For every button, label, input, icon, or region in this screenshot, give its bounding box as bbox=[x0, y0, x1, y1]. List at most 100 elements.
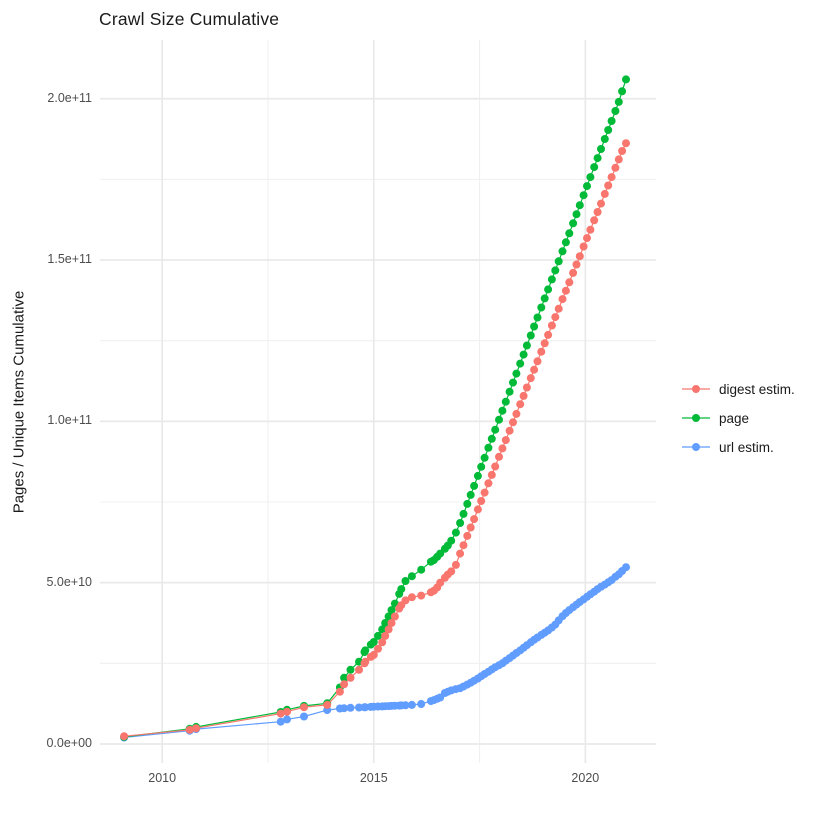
data-point-digest-estim bbox=[544, 330, 553, 339]
data-point-digest-estim bbox=[480, 488, 489, 497]
data-point-digest-estim bbox=[569, 268, 578, 277]
data-point-digest-estim bbox=[340, 680, 349, 689]
data-point-page bbox=[473, 471, 482, 480]
data-point-page bbox=[554, 257, 563, 266]
data-point-digest-estim bbox=[547, 321, 556, 330]
legend-label: url estim. bbox=[719, 439, 774, 455]
data-point-digest-estim bbox=[487, 470, 496, 479]
data-point-page bbox=[583, 182, 591, 191]
data-point-digest-estim bbox=[407, 593, 416, 602]
data-point-digest-estim bbox=[607, 173, 616, 182]
data-point-page bbox=[569, 219, 578, 228]
data-point-page bbox=[516, 359, 525, 368]
data-point-page bbox=[544, 285, 553, 294]
data-point-page bbox=[491, 425, 500, 434]
y-tick-label: 2.0e+11 bbox=[47, 90, 92, 105]
data-point-digest-estim bbox=[451, 560, 460, 569]
data-point-digest-estim bbox=[283, 707, 291, 716]
data-point-digest-estim bbox=[611, 163, 620, 172]
data-point-digest-estim bbox=[335, 687, 344, 696]
data-point-page bbox=[586, 173, 595, 182]
data-point-digest-estim bbox=[586, 225, 595, 234]
data-point-digest-estim bbox=[540, 339, 549, 348]
data-point-page bbox=[340, 673, 349, 682]
data-point-page bbox=[551, 266, 560, 275]
data-point-page bbox=[590, 163, 599, 172]
data-point-digest-estim bbox=[579, 242, 588, 251]
data-point-digest-estim bbox=[300, 703, 308, 712]
data-point-page bbox=[622, 75, 630, 84]
data-point-page bbox=[401, 577, 410, 585]
data-point-digest-estim bbox=[530, 365, 539, 374]
data-point-digest-estim bbox=[565, 278, 574, 287]
x-tick-label: 2010 bbox=[148, 771, 177, 785]
data-point-url-estim bbox=[346, 703, 355, 712]
data-point-digest-estim bbox=[387, 619, 396, 627]
data-point-digest-estim bbox=[390, 612, 399, 621]
data-point-digest-estim bbox=[622, 139, 630, 148]
data-point-digest-estim bbox=[505, 426, 514, 435]
data-point-page bbox=[451, 528, 460, 537]
data-point-digest-estim bbox=[526, 374, 535, 383]
data-point-digest-estim bbox=[554, 304, 563, 313]
data-point-page bbox=[407, 572, 416, 581]
data-point-page bbox=[614, 97, 623, 106]
y-axis-title-wrap: Pages / Unique Items Cumulative bbox=[4, 40, 34, 763]
data-point-page bbox=[540, 294, 549, 303]
data-point-digest-estim bbox=[537, 347, 546, 356]
legend-key-icon bbox=[682, 443, 710, 451]
legend-item-digest-estim: digest estim. bbox=[681, 379, 795, 399]
data-point-page bbox=[604, 126, 613, 134]
data-point-digest-estim bbox=[192, 724, 201, 733]
data-point-digest-estim bbox=[473, 505, 482, 514]
data-point-digest-estim bbox=[456, 549, 465, 558]
data-point-page bbox=[565, 229, 574, 238]
data-point-page bbox=[466, 490, 475, 499]
data-point-page bbox=[387, 606, 396, 615]
data-point-url-estim bbox=[300, 712, 308, 721]
data-point-page bbox=[495, 415, 503, 424]
data-point-digest-estim bbox=[369, 650, 378, 659]
data-point-digest-estim bbox=[572, 260, 581, 269]
data-point-page bbox=[477, 462, 486, 471]
data-point-page bbox=[558, 247, 567, 256]
data-point-digest-estim bbox=[447, 567, 456, 576]
data-point-page bbox=[547, 275, 556, 284]
data-point-page bbox=[572, 210, 581, 219]
data-point-page bbox=[484, 443, 493, 452]
data-point-digest-estim bbox=[346, 673, 355, 682]
legend-key-icon bbox=[682, 414, 710, 422]
chart-title: Crawl Size Cumulative bbox=[99, 9, 280, 29]
data-point-digest-estim bbox=[614, 155, 623, 164]
data-point-page bbox=[501, 397, 510, 406]
data-point-page bbox=[487, 434, 496, 443]
data-point-digest-estim bbox=[470, 515, 479, 524]
data-point-page bbox=[618, 87, 627, 96]
data-point-page bbox=[512, 369, 521, 378]
data-point-page bbox=[593, 154, 602, 163]
data-point-digest-estim bbox=[120, 732, 129, 741]
data-point-digest-estim bbox=[361, 657, 370, 666]
data-point-page bbox=[369, 638, 378, 646]
x-tick-label: 2015 bbox=[359, 771, 388, 785]
data-point-page bbox=[530, 322, 539, 331]
data-point-digest-estim bbox=[185, 725, 194, 734]
data-point-digest-estim bbox=[590, 216, 599, 225]
data-point-page bbox=[417, 565, 426, 574]
y-tick-label: 1.0e+11 bbox=[47, 413, 92, 428]
data-point-digest-estim bbox=[417, 591, 426, 600]
data-point-digest-estim bbox=[374, 644, 382, 653]
data-point-page bbox=[346, 665, 355, 674]
data-point-digest-estim bbox=[575, 252, 584, 261]
data-point-digest-estim bbox=[600, 189, 609, 198]
y-tick-label: 0.0e+00 bbox=[46, 735, 92, 750]
data-point-page bbox=[597, 145, 605, 153]
legend-key-icon bbox=[682, 385, 710, 393]
data-point-page bbox=[397, 585, 406, 594]
data-point-url-estim bbox=[622, 563, 630, 572]
data-point-digest-estim bbox=[561, 286, 570, 295]
data-point-digest-estim bbox=[551, 313, 560, 322]
data-point-url-estim bbox=[401, 701, 410, 710]
